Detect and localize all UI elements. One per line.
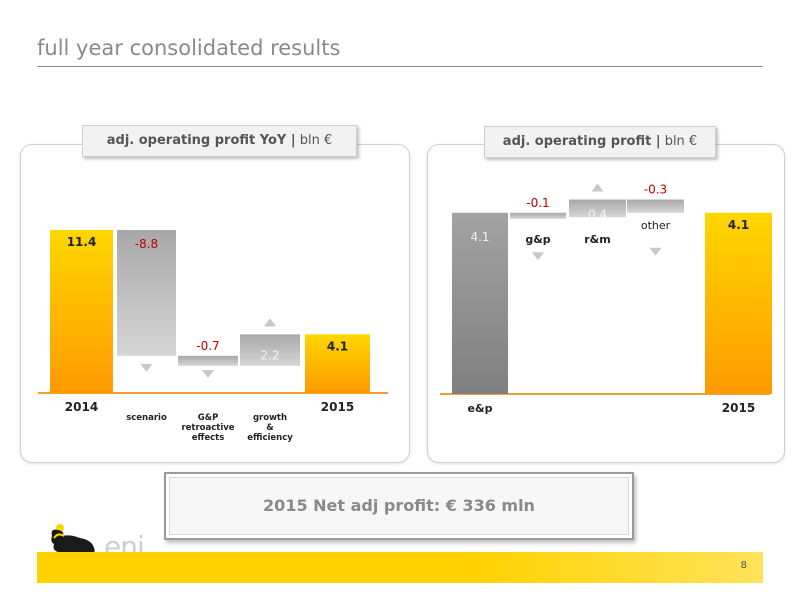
segment-value-label: -0.1 [526, 196, 549, 210]
segment-category-label: e&p [468, 402, 493, 415]
yoy-bar [117, 229, 176, 356]
yoy-value-label: -8.8 [135, 237, 158, 251]
segment-category-label: 2015 [722, 401, 755, 415]
yoy-value-label: 11.4 [67, 235, 97, 249]
yoy-category-label: retroactive [181, 423, 234, 433]
yoy-category-label: 2014 [65, 400, 98, 414]
segment-bar [705, 212, 772, 394]
segment-down-arrow-icon [649, 247, 662, 256]
segment-value-label: 0.4 [588, 207, 607, 221]
net-profit-callout: 2015 Net adj profit: € 336 mln [164, 472, 634, 540]
yoy-bar [50, 229, 113, 393]
yoy-value-label: 4.1 [327, 339, 348, 353]
left-chart-title-tab: adj. operating profit YoY | bln € [82, 125, 357, 157]
segment-value-label: 4.1 [470, 230, 489, 244]
yoy-bar [305, 334, 370, 393]
net-profit-text: 2015 Net adj profit: € 336 mln [263, 496, 535, 515]
yoy-value-label: -0.7 [196, 339, 219, 353]
yoy-category-label: & [266, 423, 274, 433]
yoy-category-label: 2015 [321, 400, 354, 414]
right-chart-unit: bln € [660, 134, 698, 149]
yoy-category-label: scenario [126, 413, 167, 423]
yoy-bar [240, 334, 300, 366]
yoy-category-label: effects [192, 433, 225, 443]
page-number: 8 [740, 560, 747, 571]
yoy-down-arrow-icon [140, 363, 153, 372]
title-divider [37, 66, 763, 67]
segment-down-arrow-icon [532, 252, 544, 261]
segment-value-label: -0.3 [644, 183, 667, 197]
segment-bar [627, 199, 684, 213]
yoy-value-label: 2.2 [260, 348, 279, 362]
yoy-up-arrow-icon [264, 318, 276, 327]
left-chart-title: adj. operating profit YoY | [106, 133, 296, 148]
segment-bar [510, 212, 566, 219]
segment-bar [569, 199, 626, 218]
left-chart-unit: bln € [295, 133, 333, 148]
six-legged-dog-icon [51, 524, 95, 570]
yoy-down-arrow-icon [202, 370, 214, 378]
yoy-category-label: growth [253, 413, 287, 423]
segment-category-label: r&m [584, 233, 610, 246]
segment-value-label: 4.1 [728, 218, 749, 232]
segment-category-label: g&p [525, 233, 550, 246]
segment-bar [452, 212, 508, 394]
yoy-category-label: efficiency [247, 433, 293, 443]
right-chart-title-tab: adj. operating profit | bln € [484, 126, 716, 158]
right-chart-title: adj. operating profit | [502, 134, 661, 149]
slide-title: full year consolidated results [37, 36, 341, 60]
footer-bar: 8 [37, 552, 763, 583]
segment-category-label: other [641, 219, 671, 232]
yoy-category-label: G&P [198, 413, 219, 423]
yoy-bar [178, 355, 238, 366]
segment-up-arrow-icon [591, 183, 604, 192]
